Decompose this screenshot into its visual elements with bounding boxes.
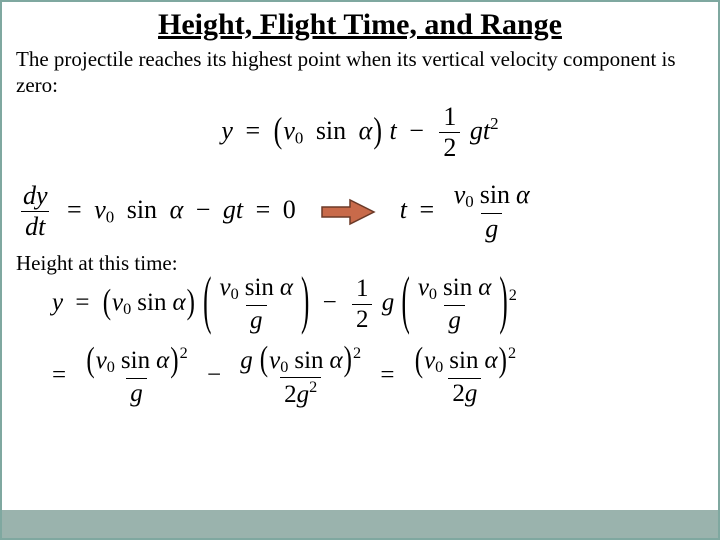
g6: g	[382, 289, 395, 316]
a6: α	[478, 274, 491, 301]
sup-2: 2	[490, 113, 498, 132]
sup2c: 2	[180, 344, 188, 362]
s02: 0	[106, 207, 114, 226]
op-eq2: =	[67, 195, 82, 224]
sin4: sin	[137, 289, 166, 316]
s05: 0	[231, 285, 239, 303]
s03: 0	[465, 192, 473, 211]
sin2: sin	[127, 195, 157, 224]
a3: α	[516, 180, 530, 209]
g11: g	[465, 380, 478, 407]
y3: y	[52, 289, 63, 316]
a4: α	[172, 289, 185, 316]
intro-text: The projectile reaches its highest point…	[16, 46, 704, 99]
a9: α	[484, 347, 497, 374]
v4: v	[112, 289, 123, 316]
v8: v	[269, 346, 280, 373]
g9: g	[240, 346, 253, 373]
sup2b: 2	[509, 286, 517, 304]
eq4: =	[52, 361, 66, 388]
g8: g	[130, 380, 143, 407]
min4: −	[207, 361, 221, 388]
implies-arrow-icon	[318, 196, 378, 228]
a2: α	[170, 195, 184, 224]
equation-2-row: dydt = v0 sin α − gt = 0 t = v0sinα g	[16, 181, 704, 243]
v3: v	[454, 180, 466, 209]
a5: α	[280, 274, 293, 301]
sup2e: 2	[309, 378, 317, 396]
equation-3: y = (v0sinα) ( v0sinα g ) − 12 g ( v0sin…	[52, 274, 704, 334]
sin6: sin	[443, 274, 472, 301]
two-d: 2	[284, 381, 297, 408]
g2: g	[223, 195, 236, 224]
sup2d: 2	[353, 344, 361, 362]
eq2b: =	[256, 195, 271, 224]
var-t: t	[389, 116, 396, 145]
zero-rhs: 0	[283, 195, 296, 224]
eq3: =	[75, 289, 89, 316]
op-eq: =	[245, 116, 260, 145]
sin8: sin	[294, 346, 323, 373]
var-alpha: α	[359, 116, 373, 145]
var-y: y	[221, 116, 233, 145]
v5: v	[220, 274, 231, 301]
var-v: v	[283, 116, 295, 145]
num-1: 1	[439, 103, 460, 133]
slide-title: Height, Flight Time, and Range	[2, 8, 718, 42]
v6: v	[418, 274, 429, 301]
equation-2-left: dydt = v0 sin α − gt = 0	[16, 182, 296, 242]
v9: v	[424, 347, 435, 374]
a7: α	[156, 347, 169, 374]
g3: g	[485, 214, 498, 243]
equation-4: = (v0sinα)2 g − g(v0sinα)2 2g2 = (v0sinα…	[52, 345, 704, 409]
a8: α	[330, 346, 343, 373]
sup2f: 2	[508, 344, 516, 362]
slide-frame: Height, Flight Time, and Range The proje…	[0, 0, 720, 540]
sin3: sin	[480, 180, 510, 209]
sin5: sin	[245, 274, 274, 301]
n1b: 1	[352, 275, 373, 304]
bottom-accent-bar	[2, 510, 718, 538]
fn-sin: sin	[316, 116, 346, 145]
s08: 0	[280, 357, 288, 375]
g7: g	[448, 307, 461, 334]
dt: dt	[25, 212, 45, 241]
dy: dy	[23, 181, 48, 210]
s09: 0	[435, 358, 443, 376]
two-e: 2	[452, 380, 465, 407]
t2b: t	[236, 195, 243, 224]
min2: −	[196, 195, 211, 224]
min3: −	[323, 289, 337, 316]
sin7: sin	[121, 347, 150, 374]
t-sol: t	[400, 195, 407, 224]
s04: 0	[123, 300, 131, 318]
sub-0: 0	[295, 128, 303, 147]
g5: g	[250, 307, 263, 334]
label-height-at-time: Height at this time:	[16, 251, 704, 276]
equation-2-right: t = v0 sinα g	[400, 181, 537, 243]
equation-1: y = (v0 sin α) t − 12 gt2	[16, 103, 704, 163]
g10: g	[297, 381, 310, 408]
sin9: sin	[449, 347, 478, 374]
den-2: 2	[439, 132, 460, 163]
v2: v	[94, 195, 106, 224]
s07: 0	[107, 358, 115, 376]
var-g: g	[470, 116, 483, 145]
d2b: 2	[352, 304, 373, 334]
v7: v	[96, 347, 107, 374]
eq2c: =	[420, 195, 435, 224]
s06: 0	[429, 285, 437, 303]
eq4b: =	[380, 361, 394, 388]
op-minus: −	[409, 116, 424, 145]
